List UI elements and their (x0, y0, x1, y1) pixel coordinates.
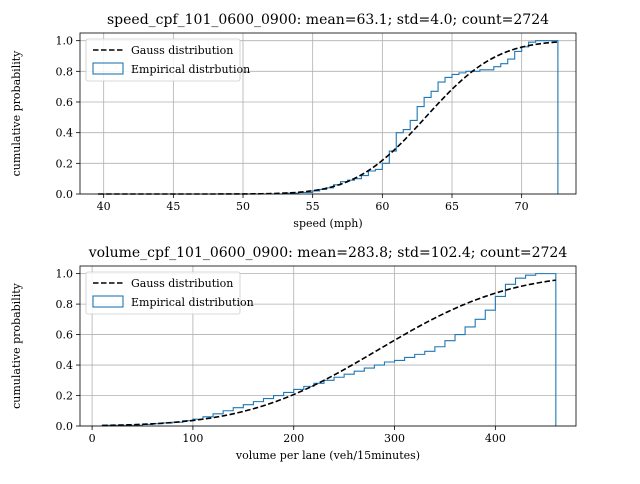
x-tick-label: 400 (485, 432, 506, 445)
x-axis-label: volume per lane (veh/15minutes) (235, 449, 420, 462)
legend-empirical-swatch (92, 62, 124, 75)
y-axis-label: cumulative probability (10, 282, 23, 409)
y-tick-label: 0.4 (56, 127, 74, 140)
y-tick-label: 1.0 (56, 268, 74, 281)
y-tick-label: 1.0 (56, 35, 74, 48)
x-tick-label: 65 (445, 200, 459, 213)
y-tick-label: 0.0 (56, 188, 74, 201)
x-axis-label: speed (mph) (293, 217, 362, 230)
y-tick-label: 0.2 (56, 157, 74, 170)
y-tick-label: 0.4 (56, 359, 74, 372)
x-tick-label: 300 (384, 432, 405, 445)
legend-box (85, 271, 241, 315)
legend-empirical-swatch (92, 295, 124, 308)
legend-gauss-label: Gauss distribution (131, 44, 233, 57)
y-axis-label: cumulative probability (10, 50, 23, 177)
chart-title: volume_cpf_101_0600_0900: mean=283.8; st… (88, 245, 568, 261)
plot-frame (79, 32, 577, 195)
legend-box (85, 38, 241, 82)
x-tick-label: 0 (89, 432, 96, 445)
plot-frame (79, 265, 577, 427)
x-tick-label: 55 (306, 200, 320, 213)
x-tick-label: 40 (97, 200, 111, 213)
legend-empirical-label: Empirical distrbution (131, 63, 250, 76)
y-tick-label: 0.0 (56, 420, 74, 433)
y-tick-label: 0.6 (56, 96, 74, 109)
legend-gauss-label: Gauss distribution (131, 277, 233, 290)
y-tick-label: 0.8 (56, 298, 74, 311)
x-tick-label: 70 (515, 200, 529, 213)
x-tick-label: 200 (283, 432, 304, 445)
gauss-curve (102, 279, 556, 427)
y-tick-label: 0.6 (56, 329, 74, 342)
x-tick-label: 50 (236, 200, 250, 213)
x-tick-label: 100 (182, 432, 203, 445)
y-tick-label: 0.2 (56, 390, 74, 403)
subplot-2: 0 100 200 300 400 0.0 0.2 0.4 0.6 0.8 1.0 volume_cp… (10, 245, 577, 462)
subplot-1: 40 45 50 55 60 65 70 0.0 0.2 0.4 0.6 0.8 1.0 speed_cp… (10, 12, 577, 230)
x-tick-label: 45 (166, 200, 180, 213)
chart-title: speed_cpf_101_0600_0900: mean=63.1; std=… (107, 12, 549, 28)
x-tick-label: 60 (375, 200, 389, 213)
legend-empirical-label: Empirical distribution (131, 296, 254, 309)
y-tick-label: 0.8 (56, 65, 74, 78)
